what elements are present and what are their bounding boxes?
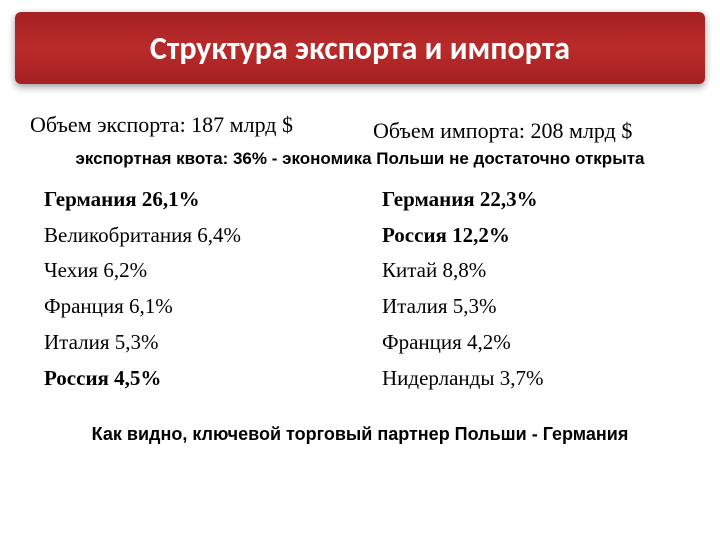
slide-title: Структура экспорта и импорта	[150, 29, 570, 68]
exports-column: Германия 26,1% Великобритания 6,4% Чехия…	[44, 182, 362, 396]
list-item: Франция 4,2%	[382, 325, 700, 361]
footer-summary: Как видно, ключевой торговый партнер Пол…	[0, 424, 720, 445]
list-item: Россия 12,2%	[382, 218, 700, 254]
list-item: Германия 22,3%	[382, 182, 700, 218]
list-item: Китай 8,8%	[382, 253, 700, 289]
export-volume: Объем экспорта: 187 млрд $	[30, 112, 357, 144]
list-item: Италия 5,3%	[382, 289, 700, 325]
export-quota-note: экспортная квота: 36% - экономика Польши…	[40, 148, 680, 170]
partner-columns: Германия 26,1% Великобритания 6,4% Чехия…	[44, 182, 700, 396]
list-item: Россия 4,5%	[44, 361, 362, 397]
imports-column: Германия 22,3% Россия 12,2% Китай 8,8% И…	[382, 182, 700, 396]
title-bar: Структура экспорта и импорта	[15, 12, 705, 84]
list-item: Франция 6,1%	[44, 289, 362, 325]
import-volume: Объем импорта: 208 млрд $	[373, 118, 700, 144]
volume-row: Объем экспорта: 187 млрд $ Объем импорта…	[30, 112, 700, 144]
list-item: Нидерланды 3,7%	[382, 361, 700, 397]
list-item: Италия 5,3%	[44, 325, 362, 361]
list-item: Великобритания 6,4%	[44, 218, 362, 254]
list-item: Чехия 6,2%	[44, 253, 362, 289]
list-item: Германия 26,1%	[44, 182, 362, 218]
